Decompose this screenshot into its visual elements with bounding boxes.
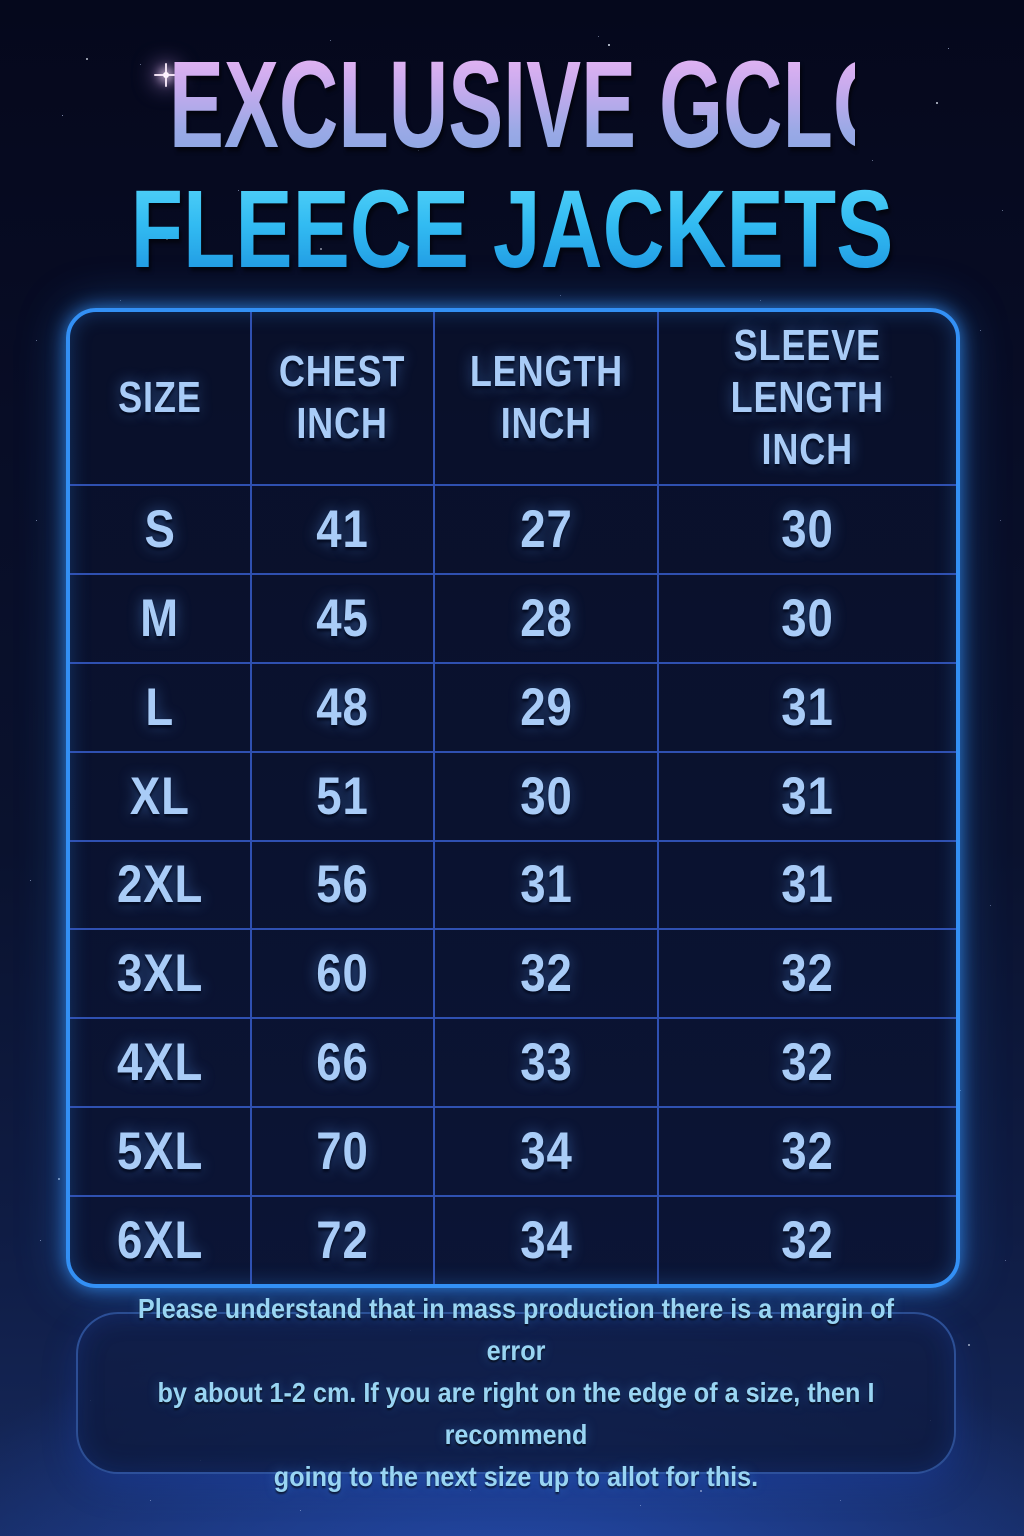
header-label-length-inch: LENGTH INCH: [469, 347, 623, 448]
cell-value: 66: [316, 1033, 369, 1093]
production-note-text: Please understand that in mass productio…: [137, 1293, 895, 1492]
table-cell-size-5xl: 5XL: [70, 1106, 250, 1195]
table-cell-length-xl: 30: [433, 750, 658, 840]
page-title: EXCLUSIVE GCLC FLEECE JACKETS: [0, 44, 1024, 285]
table-cell-size-3xl: 3XL: [70, 928, 250, 1017]
cell-value: 29: [520, 677, 573, 737]
table-cell-length-3xl: 32: [433, 928, 658, 1018]
cell-value: 31: [781, 766, 834, 826]
size-chart-table: SIZE CHEST INCH LENGTH INCH SLEEVE LENGT…: [66, 308, 960, 1288]
table-cell-length-2xl: 31: [433, 839, 658, 929]
table-cell-sleeve-xl: 31: [657, 750, 956, 840]
table-cell-size-2xl: 2XL: [70, 839, 250, 929]
table-cell-sleeve-5xl: 32: [657, 1106, 956, 1196]
table-cell-length-m: 28: [433, 572, 658, 662]
cell-value: 6XL: [116, 1211, 204, 1271]
table-cell-sleeve-2xl: 31: [657, 839, 956, 929]
cell-value: 28: [520, 588, 573, 648]
cell-value: 2XL: [116, 855, 204, 915]
title-line-1: EXCLUSIVE GCLC: [168, 37, 893, 174]
cell-value: 30: [781, 499, 834, 559]
cell-value: 30: [520, 766, 573, 826]
table-cell-chest-4xl: 66: [249, 1017, 434, 1107]
cell-value: L: [145, 677, 175, 737]
cell-value: 34: [520, 1122, 573, 1182]
cell-value: 3XL: [116, 944, 204, 1004]
table-cell-size-l: L: [70, 661, 250, 751]
cell-value: 32: [520, 944, 573, 1004]
cell-value: 70: [316, 1122, 369, 1182]
table-cell-length-l: 29: [433, 661, 658, 751]
header-label-chest-inch: CHEST INCH: [279, 347, 406, 448]
table-cell-size-4xl: 4XL: [70, 1017, 250, 1106]
header-label-sleeve-length-inch: SLEEVE LENGTH INCH: [731, 321, 885, 474]
cell-value: 30: [781, 588, 834, 648]
table-cell-chest-5xl: 70: [249, 1106, 434, 1196]
cell-value: 27: [520, 499, 573, 559]
table-cell-chest-xl: 51: [249, 750, 434, 840]
header-cell-sleeve-length-inch: SLEEVE LENGTH INCH: [657, 312, 956, 484]
cell-value: 31: [520, 855, 573, 915]
table-cell-chest-3xl: 60: [249, 928, 434, 1018]
cell-value: 4XL: [116, 1033, 204, 1093]
cell-value: 32: [781, 1033, 834, 1093]
cell-value: 56: [316, 855, 369, 915]
cell-value: XL: [129, 766, 190, 826]
table-cell-size-s: S: [70, 484, 250, 573]
title-line-2: FLEECE JACKETS: [113, 175, 912, 285]
table-cell-sleeve-4xl: 32: [657, 1017, 956, 1107]
table-cell-sleeve-3xl: 32: [657, 928, 956, 1018]
sparkle-icon: [154, 63, 178, 87]
cell-value: 33: [520, 1033, 573, 1093]
cell-value: 32: [781, 1211, 834, 1271]
table-cell-chest-m: 45: [249, 572, 434, 662]
cell-value: 32: [781, 944, 834, 1004]
table-cell-sleeve-s: 30: [657, 484, 956, 573]
cell-value: S: [144, 499, 176, 559]
header-cell-chest-inch: CHEST INCH: [249, 312, 433, 484]
cell-value: 5XL: [116, 1122, 204, 1182]
table-cell-chest-s: 41: [249, 484, 434, 573]
cell-value: 31: [781, 677, 834, 737]
cell-value: 34: [520, 1211, 573, 1271]
size-chart-grid: SIZE CHEST INCH LENGTH INCH SLEEVE LENGT…: [70, 312, 956, 1284]
table-cell-length-5xl: 34: [433, 1106, 658, 1196]
table-cell-chest-6xl: 72: [249, 1195, 434, 1284]
header-cell-size: SIZE: [70, 312, 250, 484]
header-cell-length-inch: LENGTH INCH: [433, 312, 657, 484]
cell-value: 48: [316, 677, 369, 737]
table-cell-sleeve-6xl: 32: [657, 1195, 956, 1284]
cell-value: 31: [781, 855, 834, 915]
table-cell-size-xl: XL: [70, 750, 250, 840]
table-cell-length-s: 27: [433, 484, 658, 573]
header-label-size: SIZE: [118, 373, 202, 423]
table-cell-sleeve-l: 31: [657, 661, 956, 751]
cell-value: M: [140, 588, 180, 648]
table-cell-chest-2xl: 56: [249, 839, 434, 929]
cell-value: 32: [781, 1122, 834, 1182]
production-note-box: Please understand that in mass productio…: [76, 1293, 956, 1492]
cell-value: 60: [316, 944, 369, 1004]
cell-value: 41: [316, 499, 369, 559]
table-cell-sleeve-m: 30: [657, 572, 956, 662]
cell-value: 45: [316, 588, 369, 648]
cell-value: 51: [316, 766, 369, 826]
table-cell-length-4xl: 33: [433, 1017, 658, 1107]
cell-value: 72: [316, 1211, 369, 1271]
table-cell-length-6xl: 34: [433, 1195, 658, 1284]
table-cell-chest-l: 48: [249, 661, 434, 751]
table-cell-size-m: M: [70, 572, 250, 662]
table-cell-size-6xl: 6XL: [70, 1195, 250, 1284]
